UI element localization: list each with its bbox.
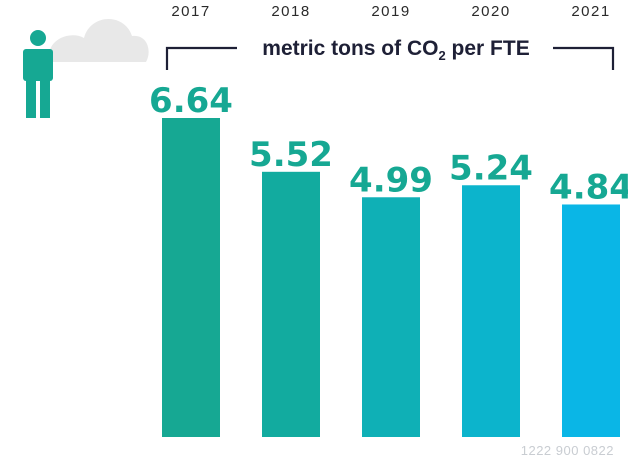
year-label-2021: 2021 xyxy=(571,3,610,20)
bar-2021 xyxy=(562,204,620,437)
person-icon xyxy=(23,30,53,118)
value-label-2017: 6.64 xyxy=(149,81,233,121)
value-label-2019: 4.99 xyxy=(349,160,433,200)
value-label-2021: 4.84 xyxy=(549,167,628,207)
value-label-2020: 5.24 xyxy=(449,148,533,188)
bar-2019 xyxy=(362,197,420,437)
year-label-2019: 2019 xyxy=(371,3,410,20)
bar-2018 xyxy=(262,171,320,437)
year-label-2017: 2017 xyxy=(171,3,210,20)
unit-label-bracket xyxy=(165,46,615,70)
value-label-2018: 5.52 xyxy=(249,135,333,175)
bar-2017 xyxy=(162,118,220,437)
year-label-2018: 2018 xyxy=(271,3,310,20)
footer-code: 1222 900 0822 xyxy=(521,443,614,458)
bar-2020 xyxy=(462,185,520,437)
unit-label: metric tons of CO2 per FTE xyxy=(262,37,529,63)
cloud-icon xyxy=(49,18,149,62)
year-label-2020: 2020 xyxy=(471,3,510,20)
